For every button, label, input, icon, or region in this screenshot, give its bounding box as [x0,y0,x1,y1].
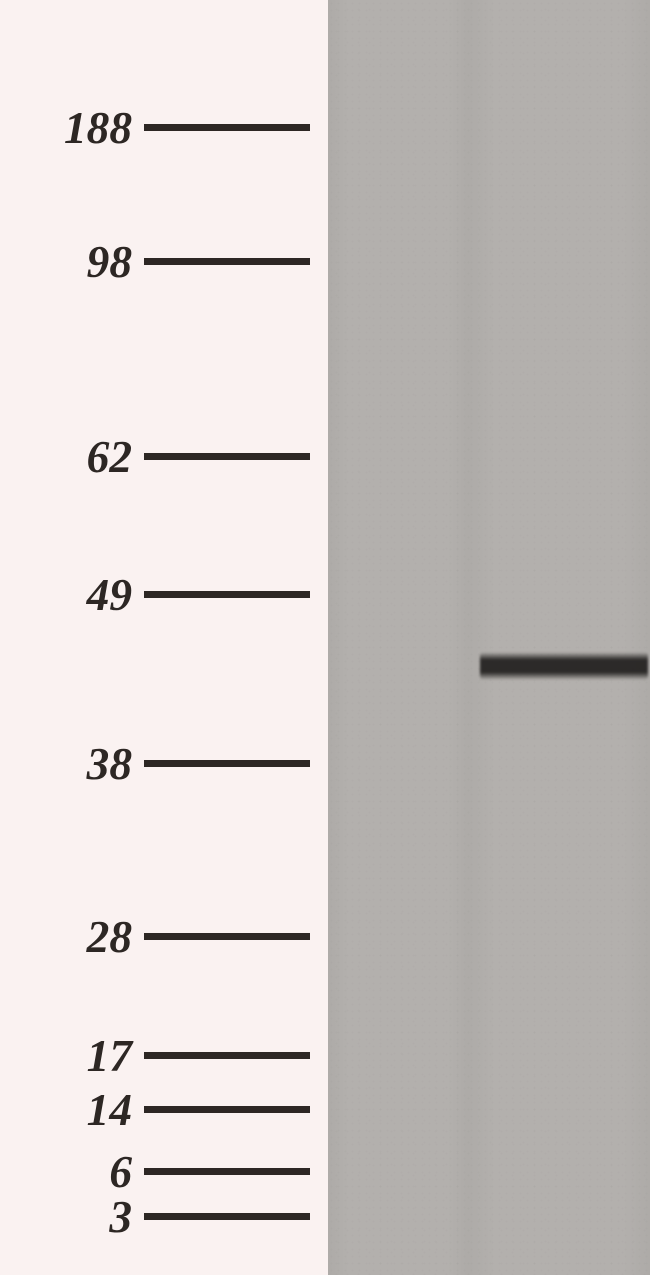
marker-tick-98 [144,258,310,265]
band-lane2-0 [480,652,648,680]
marker-label-3: 3 [12,1191,132,1243]
marker-tick-17 [144,1052,310,1059]
marker-label-38: 38 [12,738,132,790]
marker-label-49: 49 [12,569,132,621]
marker-tick-6 [144,1168,310,1175]
marker-tick-14 [144,1106,310,1113]
marker-tick-49 [144,591,310,598]
lane-2 [468,0,650,1275]
lane-1 [328,0,468,1275]
marker-tick-188 [144,124,310,131]
marker-label-28: 28 [12,911,132,963]
marker-tick-3 [144,1213,310,1220]
marker-label-62: 62 [12,431,132,483]
lane-2-shade [468,0,650,1275]
marker-label-188: 188 [12,102,132,154]
lane-1-shade [328,0,468,1275]
marker-label-17: 17 [12,1030,132,1082]
marker-tick-62 [144,453,310,460]
marker-label-14: 14 [12,1084,132,1136]
marker-tick-28 [144,933,310,940]
marker-tick-38 [144,760,310,767]
marker-label-98: 98 [12,236,132,288]
